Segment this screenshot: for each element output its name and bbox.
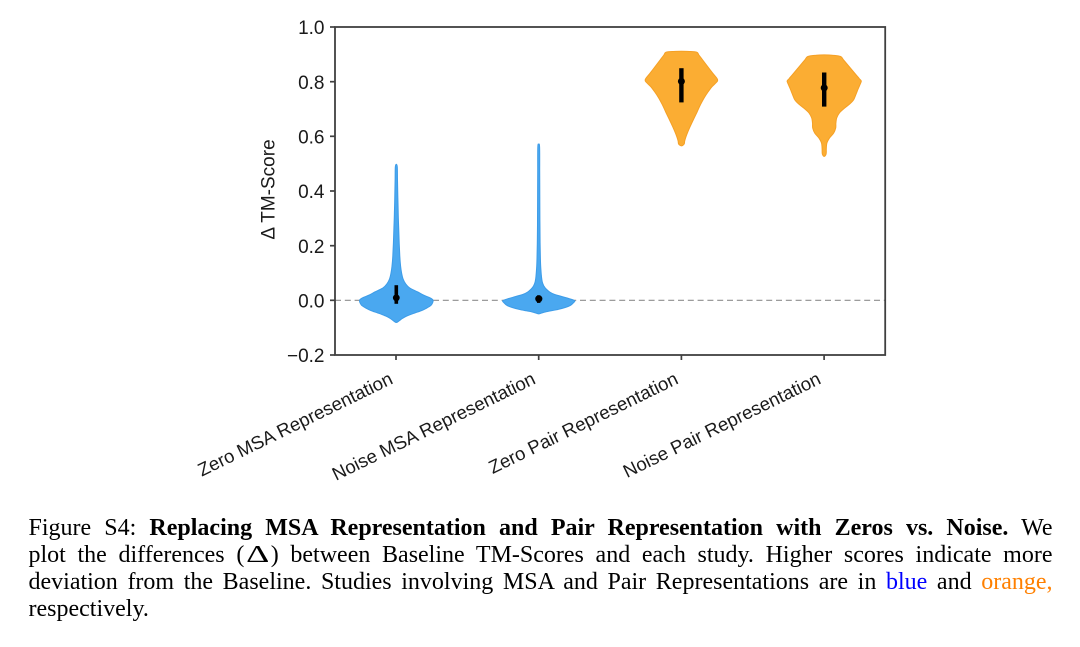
svg-text:0.4: 0.4 (298, 182, 325, 203)
svg-text:−0.2: −0.2 (287, 346, 325, 367)
svg-text:0.0: 0.0 (298, 292, 324, 313)
svg-text:0.8: 0.8 (298, 73, 324, 94)
svg-text:Δ TM-Score: Δ TM-Score (259, 139, 280, 239)
svg-text:0.2: 0.2 (298, 237, 324, 258)
svg-text:0.6: 0.6 (298, 128, 324, 149)
svg-text:1.0: 1.0 (298, 18, 324, 39)
